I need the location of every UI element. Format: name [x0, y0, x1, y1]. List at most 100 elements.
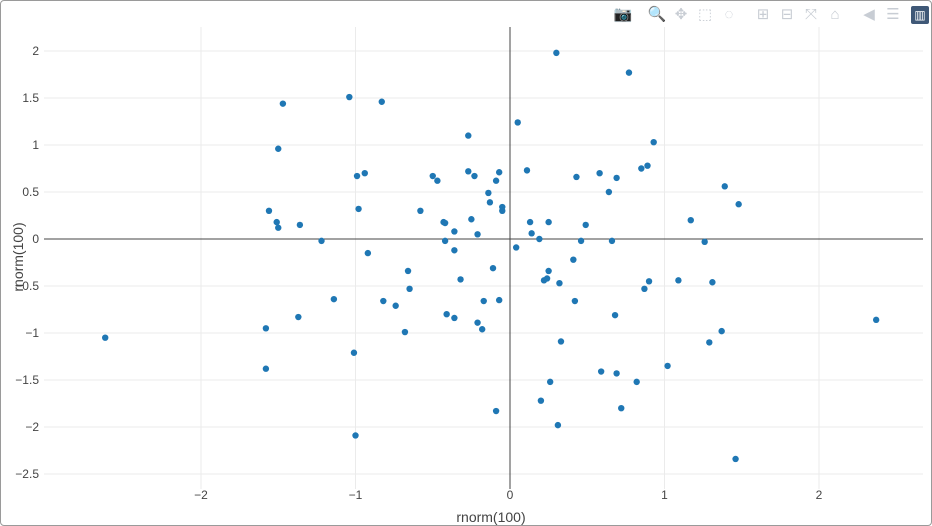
data-point[interactable]	[480, 297, 487, 305]
data-point[interactable]	[545, 218, 552, 226]
data-point[interactable]	[465, 132, 472, 139]
data-point[interactable]	[273, 218, 280, 226]
data-point[interactable]	[495, 296, 503, 304]
data-point[interactable]	[478, 326, 486, 333]
data-point[interactable]	[537, 397, 545, 404]
zoom-icon[interactable]: 🔍	[647, 6, 667, 23]
data-point[interactable]	[474, 231, 481, 238]
data-point[interactable]	[353, 172, 361, 180]
data-point[interactable]	[613, 174, 620, 182]
data-point[interactable]	[262, 365, 270, 372]
data-point[interactable]	[474, 319, 481, 326]
data-point[interactable]	[262, 325, 270, 332]
data-point[interactable]	[644, 162, 651, 169]
data-point[interactable]	[330, 295, 338, 303]
data-point[interactable]	[546, 378, 554, 386]
data-point[interactable]	[718, 327, 725, 335]
data-point[interactable]	[571, 297, 579, 305]
data-point[interactable]	[709, 279, 716, 286]
data-point[interactable]	[543, 275, 551, 282]
data-point[interactable]	[451, 247, 458, 254]
data-point[interactable]	[611, 311, 619, 319]
data-point[interactable]	[401, 328, 409, 336]
data-point[interactable]	[597, 368, 605, 375]
data-point[interactable]	[554, 421, 562, 429]
data-point[interactable]	[429, 172, 436, 180]
data-point[interactable]	[350, 349, 358, 356]
data-point[interactable]	[457, 276, 464, 283]
data-point[interactable]	[872, 316, 880, 324]
data-point[interactable]	[465, 168, 472, 175]
data-point[interactable]	[417, 207, 424, 214]
data-point[interactable]	[638, 165, 645, 172]
data-point[interactable]	[557, 338, 565, 345]
data-point[interactable]	[451, 228, 458, 235]
box-select-icon[interactable]: ⬚	[697, 6, 713, 23]
data-point[interactable]	[102, 334, 109, 341]
data-point[interactable]	[582, 221, 589, 229]
data-point[interactable]	[613, 370, 620, 377]
data-point[interactable]	[528, 230, 535, 237]
data-point[interactable]	[687, 217, 694, 224]
lasso-select-icon[interactable]: ◌	[724, 6, 734, 23]
spike-lines-icon[interactable]: ◀	[863, 6, 875, 23]
data-point[interactable]	[664, 362, 671, 370]
data-point[interactable]	[553, 49, 560, 57]
data-point[interactable]	[485, 189, 492, 197]
data-point[interactable]	[608, 237, 616, 245]
data-point[interactable]	[701, 238, 708, 246]
data-point[interactable]	[318, 237, 325, 245]
data-point[interactable]	[279, 100, 287, 107]
data-point[interactable]	[434, 177, 441, 184]
data-point[interactable]	[404, 267, 412, 275]
data-point[interactable]	[675, 277, 682, 284]
data-point[interactable]	[556, 279, 563, 287]
data-point[interactable]	[570, 256, 577, 263]
autoscale-icon[interactable]: ⤧	[804, 6, 817, 23]
data-point[interactable]	[364, 249, 372, 257]
data-point[interactable]	[526, 218, 534, 226]
data-points[interactable]	[102, 49, 880, 463]
data-point[interactable]	[650, 138, 657, 146]
pan-icon[interactable]: ✥	[674, 6, 688, 23]
data-point[interactable]	[378, 98, 385, 105]
data-point[interactable]	[489, 264, 497, 272]
data-point[interactable]	[523, 167, 531, 174]
data-point[interactable]	[486, 199, 494, 206]
data-point[interactable]	[355, 205, 362, 213]
data-point[interactable]	[633, 378, 640, 386]
data-point[interactable]	[536, 235, 543, 243]
data-point[interactable]	[618, 405, 625, 412]
data-point[interactable]	[573, 173, 580, 181]
data-point[interactable]	[441, 237, 449, 245]
data-point[interactable]	[406, 285, 413, 293]
data-point[interactable]	[545, 267, 552, 275]
data-point[interactable]	[346, 93, 353, 101]
plotly-logo-icon[interactable]: ▥	[911, 6, 929, 24]
data-point[interactable]	[721, 183, 728, 190]
camera-icon[interactable]: 📷	[613, 6, 633, 23]
data-point[interactable]	[380, 297, 387, 305]
reset-axes-icon[interactable]: ⌂	[830, 6, 840, 23]
data-point[interactable]	[296, 221, 304, 229]
data-point[interactable]	[735, 201, 742, 208]
zoom-out-icon[interactable]: ⊟	[780, 6, 794, 23]
data-point[interactable]	[392, 302, 399, 309]
data-point[interactable]	[468, 216, 475, 223]
data-point[interactable]	[645, 278, 653, 285]
data-point[interactable]	[275, 224, 282, 231]
data-point[interactable]	[577, 237, 585, 245]
data-point[interactable]	[641, 285, 648, 293]
data-point[interactable]	[361, 170, 368, 177]
data-point[interactable]	[499, 207, 506, 214]
data-point[interactable]	[295, 313, 302, 321]
zoom-in-icon[interactable]: ⊞	[756, 6, 770, 23]
data-point[interactable]	[441, 219, 449, 227]
data-point[interactable]	[451, 314, 458, 322]
data-point[interactable]	[443, 311, 450, 318]
data-point[interactable]	[732, 455, 739, 463]
data-point[interactable]	[265, 207, 273, 214]
data-point[interactable]	[492, 177, 500, 184]
data-point[interactable]	[625, 69, 633, 76]
